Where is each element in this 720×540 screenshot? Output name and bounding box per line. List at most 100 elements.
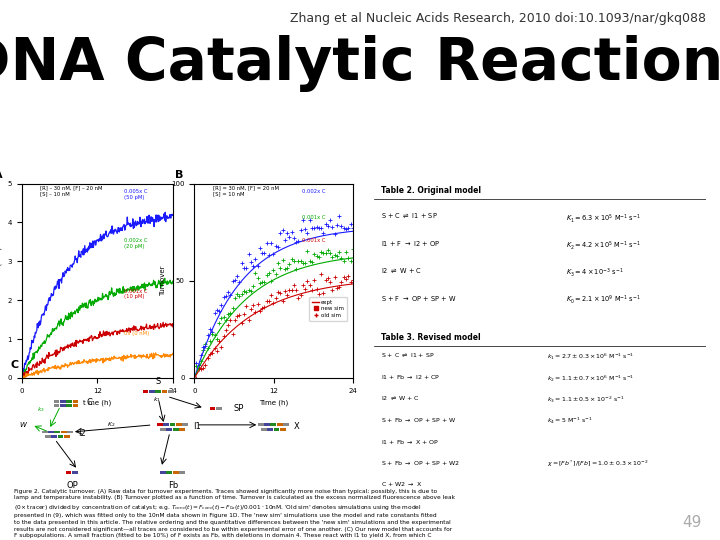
Text: S + C $\rightleftharpoons$ I1 + SP: S + C $\rightleftharpoons$ I1 + SP: [381, 352, 435, 359]
Bar: [157, 423, 163, 426]
Bar: [67, 430, 73, 434]
Text: S + F $\rightarrow$ OP + SP + W: S + F $\rightarrow$ OP + SP + W: [381, 294, 456, 303]
Text: Zhang et al Nucleic Acids Research, 2010 doi:10.1093/nar/gkq088: Zhang et al Nucleic Acids Research, 2010…: [289, 12, 706, 25]
Legend: expt, new sim, old sim: expt, new sim, old sim: [310, 297, 347, 321]
Y-axis label: Turnover: Turnover: [160, 266, 166, 296]
Bar: [45, 435, 50, 438]
Bar: [216, 407, 222, 410]
Text: B: B: [176, 170, 184, 180]
Text: $K_2$: $K_2$: [107, 420, 115, 429]
Bar: [276, 423, 282, 426]
Bar: [156, 390, 161, 393]
Text: [R] = 30 nM, [F] = 20 nM
[S] = 10 nM: [R] = 30 nM, [F] = 20 nM [S] = 10 nM: [213, 186, 279, 197]
Text: $\chi=[Fb^*]/[Fb]=1.0\pm0.3\times10^{-2}$: $\chi=[Fb^*]/[Fb]=1.0\pm0.3\times10^{-2}…: [546, 459, 648, 469]
Y-axis label: Fluorescence (a.u.): Fluorescence (a.u.): [0, 247, 2, 314]
Bar: [48, 430, 54, 434]
Bar: [160, 471, 166, 474]
Text: 0.002x C
(20 pM): 0.002x C (20 pM): [125, 238, 148, 249]
Text: 49: 49: [683, 515, 702, 530]
Text: S + Fb $\rightarrow$ OP + SP + W: S + Fb $\rightarrow$ OP + SP + W: [381, 416, 456, 424]
Text: $k_3$: $k_3$: [37, 404, 45, 414]
Text: Fb: Fb: [168, 481, 178, 490]
Bar: [160, 428, 166, 430]
Bar: [143, 390, 148, 393]
Bar: [64, 435, 70, 438]
Bar: [283, 423, 289, 426]
Bar: [51, 435, 57, 438]
Text: W: W: [19, 422, 26, 428]
Bar: [60, 404, 66, 407]
Bar: [60, 400, 66, 402]
Text: C: C: [11, 360, 19, 370]
Bar: [72, 471, 78, 474]
Bar: [264, 423, 270, 426]
Bar: [58, 435, 63, 438]
Text: Table 3. Revised model: Table 3. Revised model: [381, 333, 481, 342]
Bar: [166, 428, 172, 430]
Text: I2: I2: [78, 429, 86, 438]
Text: I2 $\rightleftharpoons$ W + C: I2 $\rightleftharpoons$ W + C: [381, 395, 420, 402]
Bar: [261, 428, 266, 430]
Text: A: A: [0, 170, 3, 180]
X-axis label: t me (h): t me (h): [83, 399, 112, 406]
Text: $k_1=2.7\pm0.3\times10^6$ M$^{-1}$ s$^{-1}$: $k_1=2.7\pm0.3\times10^6$ M$^{-1}$ s$^{-…: [546, 352, 634, 362]
Bar: [179, 471, 185, 474]
Text: 0.001x C
(10 pM): 0.001x C (10 pM): [125, 288, 148, 299]
Bar: [176, 423, 181, 426]
Text: I2 $\rightleftharpoons$ W + C: I2 $\rightleftharpoons$ W + C: [381, 267, 422, 274]
Text: I1 + F $\rightarrow$ I2 + OP: I1 + F $\rightarrow$ I2 + OP: [381, 239, 440, 248]
Bar: [271, 423, 276, 426]
Bar: [280, 428, 286, 430]
Bar: [182, 423, 188, 426]
Text: SP: SP: [233, 404, 243, 413]
Text: 0.005x C
(50 pM): 0.005x C (50 pM): [125, 190, 148, 200]
Text: $k_2=1.1\pm0.7\times10^6$ M$^{-1}$ s$^{-1}$: $k_2=1.1\pm0.7\times10^6$ M$^{-1}$ s$^{-…: [546, 374, 634, 383]
Text: DNA Catalytic Reactions: DNA Catalytic Reactions: [0, 35, 720, 92]
Bar: [66, 400, 72, 402]
Bar: [163, 423, 169, 426]
Bar: [73, 400, 78, 402]
Bar: [258, 423, 264, 426]
Bar: [60, 430, 66, 434]
Bar: [55, 430, 60, 434]
Bar: [170, 423, 176, 426]
Bar: [274, 428, 279, 430]
Bar: [149, 390, 155, 393]
Text: $K_0=2.1\times10^9$ M$^{-1}$ s$^{-1}$: $K_0=2.1\times10^9$ M$^{-1}$ s$^{-1}$: [567, 294, 642, 306]
Bar: [161, 390, 167, 393]
Bar: [179, 428, 185, 430]
Bar: [66, 404, 72, 407]
Text: C + W2 $\rightarrow$ X: C + W2 $\rightarrow$ X: [381, 481, 423, 488]
Text: C: C: [86, 398, 92, 407]
Bar: [267, 428, 273, 430]
Text: X: X: [294, 422, 300, 430]
Bar: [166, 471, 172, 474]
Text: $k_4=5$ M$^{-1}$ s$^{-1}$: $k_4=5$ M$^{-1}$ s$^{-1}$: [546, 416, 592, 427]
Text: Table 2. Original model: Table 2. Original model: [381, 186, 481, 195]
Text: I1: I1: [193, 422, 201, 430]
Text: 0.002x C: 0.002x C: [302, 190, 325, 194]
Text: S + Fb $\rightarrow$ OP + SP + W2: S + Fb $\rightarrow$ OP + SP + W2: [381, 459, 460, 467]
Bar: [53, 400, 59, 402]
Bar: [173, 471, 179, 474]
Text: $K_2=4.2\times10^5$ M$^{-1}$ s$^{-1}$: $K_2=4.2\times10^5$ M$^{-1}$ s$^{-1}$: [567, 239, 641, 252]
Bar: [42, 430, 48, 434]
Text: $k_3=1.1\pm0.5\times10^{-2}$ s$^{-1}$: $k_3=1.1\pm0.5\times10^{-2}$ s$^{-1}$: [546, 395, 624, 405]
Text: $K_1=6.3\times10^5$ M$^{-1}$ s$^{-1}$: $K_1=6.3\times10^5$ M$^{-1}$ s$^{-1}$: [567, 212, 642, 225]
Text: I1 + Fb $\rightarrow$ I2 + CP: I1 + Fb $\rightarrow$ I2 + CP: [381, 374, 440, 381]
Bar: [168, 390, 174, 393]
Text: 0.001x C: 0.001x C: [302, 215, 325, 220]
Text: [R] – 30 nM, [F] – 20 nM
[S] – 10 nM: [R] – 30 nM, [F] – 20 nM [S] – 10 nM: [40, 186, 102, 197]
Text: OP: OP: [66, 481, 78, 490]
Text: $k_1$: $k_1$: [153, 395, 161, 404]
Bar: [66, 471, 71, 474]
Text: S + C $\rightleftharpoons$ I1 + SP: S + C $\rightleftharpoons$ I1 + SP: [381, 212, 438, 220]
Text: $K_3=4\times10^{-3}$ s$^{-1}$: $K_3=4\times10^{-3}$ s$^{-1}$: [567, 267, 624, 279]
Bar: [173, 428, 179, 430]
Bar: [53, 404, 59, 407]
Bar: [210, 407, 215, 410]
Text: 0.001x C: 0.001x C: [302, 238, 325, 243]
Bar: [73, 404, 78, 407]
Text: I1 + Fb $\rightarrow$ X + OP: I1 + Fb $\rightarrow$ X + OP: [381, 437, 439, 446]
Text: 0x (0 nM): 0x (0 nM): [125, 332, 150, 336]
